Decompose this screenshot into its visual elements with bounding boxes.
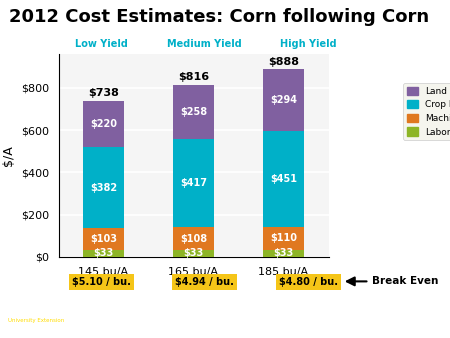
Text: High Yield: High Yield — [280, 39, 337, 49]
Text: Source:  Duffy, ISU Extension Economics, Dec. 2011: Source: Duffy, ISU Extension Economics, … — [140, 310, 445, 320]
Text: $5.10 / bu.: $5.10 / bu. — [72, 277, 130, 287]
Text: $33: $33 — [274, 248, 293, 258]
Text: $4.80 / bu.: $4.80 / bu. — [279, 277, 338, 287]
Text: $220: $220 — [90, 119, 117, 129]
Text: $258: $258 — [180, 107, 207, 117]
Text: IOWA STATE UNIVERSITY: IOWA STATE UNIVERSITY — [8, 307, 105, 313]
Text: $110: $110 — [270, 233, 297, 243]
Text: $108: $108 — [180, 234, 207, 243]
Bar — [263, 250, 304, 257]
Bar — [173, 227, 214, 250]
Text: $417: $417 — [180, 178, 207, 188]
Text: $382: $382 — [90, 183, 117, 193]
Bar — [263, 69, 304, 131]
Bar — [83, 250, 124, 257]
Text: $33: $33 — [94, 248, 113, 258]
Bar — [173, 139, 214, 227]
Text: $816: $816 — [178, 72, 209, 82]
Text: $451: $451 — [270, 174, 297, 184]
Text: Break Even: Break Even — [372, 276, 438, 286]
Bar — [83, 228, 124, 250]
Bar — [173, 84, 214, 139]
Bar — [173, 250, 214, 257]
Bar — [83, 147, 124, 228]
Y-axis label: $/A: $/A — [2, 145, 15, 166]
Legend: Land, Crop Inputs, Machinery, Labor: Land, Crop Inputs, Machinery, Labor — [403, 83, 450, 140]
Text: $103: $103 — [90, 234, 117, 244]
Text: Healthy People. Environments. Economies.: Healthy People. Environments. Economies. — [8, 327, 101, 331]
Text: $33: $33 — [184, 248, 203, 258]
Bar — [263, 227, 304, 250]
Text: $888: $888 — [268, 57, 299, 67]
Text: Low Yield: Low Yield — [75, 39, 128, 49]
Text: $738: $738 — [88, 89, 119, 98]
Bar — [83, 101, 124, 147]
Text: $4.94 / bu.: $4.94 / bu. — [176, 277, 234, 287]
Bar — [263, 131, 304, 227]
Text: $294: $294 — [270, 95, 297, 105]
Text: 2012 Cost Estimates: Corn following Corn: 2012 Cost Estimates: Corn following Corn — [9, 8, 429, 26]
Text: University Extension: University Extension — [8, 318, 64, 323]
Text: Medium Yield: Medium Yield — [167, 39, 242, 49]
